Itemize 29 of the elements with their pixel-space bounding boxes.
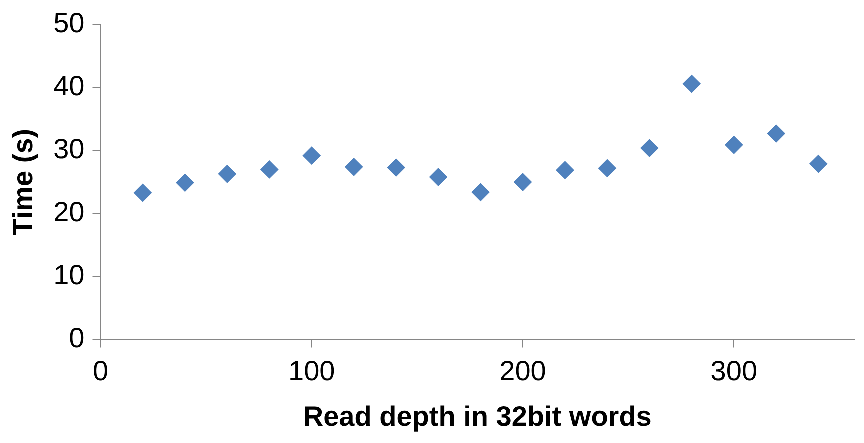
y-tick-label: 0 [69, 322, 85, 354]
x-tick-label: 0 [92, 355, 109, 386]
point [556, 161, 574, 180]
point [725, 136, 744, 154]
point [302, 146, 321, 165]
point [514, 173, 532, 192]
point [176, 174, 194, 192]
y-tick-label: 30 [54, 134, 85, 165]
point [345, 158, 364, 176]
point [810, 155, 828, 174]
y-tick-label: 20 [54, 196, 85, 228]
x-tick-label: 100 [288, 355, 336, 386]
y-tick-label: 10 [54, 260, 85, 291]
y-axis-title: Time (s) [8, 128, 39, 236]
point [134, 184, 152, 202]
y-tick-label: 40 [54, 70, 85, 102]
x-tick-label: 200 [500, 355, 546, 386]
point [387, 158, 406, 177]
x-axis-title: Read depth in 32bit words [303, 400, 652, 432]
y-tick-label: 50 [54, 8, 85, 39]
point [598, 159, 616, 178]
point [472, 183, 490, 202]
point [767, 124, 786, 143]
point [682, 75, 701, 94]
point [260, 160, 279, 179]
point [430, 168, 448, 186]
x-tick-label: 300 [710, 355, 758, 386]
point [640, 139, 659, 158]
point [218, 165, 236, 184]
